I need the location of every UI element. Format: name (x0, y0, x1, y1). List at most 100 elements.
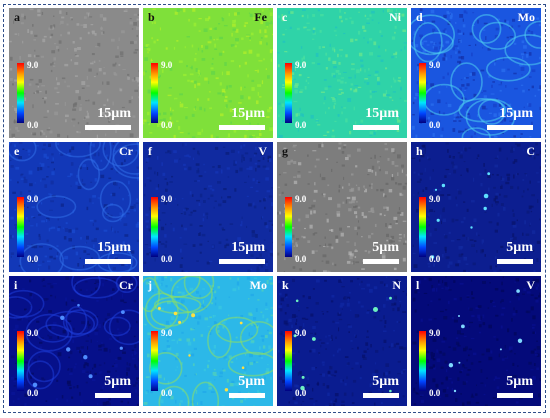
scale-bar (497, 259, 533, 264)
scale-bar (85, 259, 131, 264)
colorbar-max-label: 9.0 (429, 60, 441, 70)
panel-d: d Mo 9.0 0.0 15µm (411, 8, 541, 138)
micrograph-image (411, 8, 541, 138)
element-label: V (258, 144, 267, 158)
colorbar-min-label: 0.0 (429, 254, 441, 264)
panel-h: h C 9.0 0.0 5µm (411, 142, 541, 272)
micrograph-image (9, 276, 139, 406)
scale-bar-label: 5µm (506, 240, 533, 255)
panel-l: l V 9.0 0.0 5µm (411, 276, 541, 406)
scale-bar (363, 393, 399, 398)
scale-bar (353, 125, 399, 130)
scale-bar (363, 259, 399, 264)
colorbar-min-label: 0.0 (27, 388, 39, 398)
scale-bar (219, 125, 265, 130)
scale-bar-label: 15µm (231, 106, 265, 121)
colorbar-min-label: 0.0 (27, 120, 39, 130)
element-label: Mo (249, 278, 267, 292)
panel-letter: i (14, 278, 18, 292)
panel-k: k N 9.0 0.0 5µm (277, 276, 407, 406)
colorbar (419, 63, 426, 123)
colorbar-min-label: 0.0 (161, 120, 173, 130)
colorbar-max-label: 9.0 (295, 328, 307, 338)
panel-letter: d (416, 10, 423, 24)
scale-bar-label: 5µm (372, 374, 399, 389)
colorbar-min-label: 0.0 (27, 254, 39, 264)
scale-bar (229, 393, 265, 398)
panel-c: c Ni 9.0 0.0 15µm (277, 8, 407, 138)
colorbar-min-label: 0.0 (295, 120, 307, 130)
scale-bar-label: 15µm (499, 106, 533, 121)
panel-letter: g (282, 144, 288, 158)
element-label: Cr (119, 278, 133, 292)
panel-i: i Cr 9.0 0.0 5µm (9, 276, 139, 406)
element-label: N (392, 278, 401, 292)
scale-bar (219, 259, 265, 264)
element-label: Ni (389, 10, 401, 24)
colorbar-min-label: 0.0 (161, 254, 173, 264)
element-label: V (526, 278, 535, 292)
colorbar (151, 331, 158, 391)
panel-letter: h (416, 144, 423, 158)
micrograph-image (9, 142, 139, 272)
scale-bar-label: 5µm (506, 374, 533, 389)
panel-b: b Fe 9.0 0.0 15µm (143, 8, 273, 138)
colorbar-min-label: 0.0 (161, 388, 173, 398)
colorbar-min-label: 0.0 (295, 254, 307, 264)
colorbar (151, 63, 158, 123)
micrograph-image (277, 8, 407, 138)
colorbar (17, 63, 24, 123)
colorbar (285, 331, 292, 391)
colorbar (285, 197, 292, 257)
micrograph-image (143, 276, 273, 406)
colorbar-min-label: 0.0 (429, 120, 441, 130)
colorbar-min-label: 0.0 (295, 388, 307, 398)
colorbar-max-label: 9.0 (27, 328, 39, 338)
element-label: Cr (119, 144, 133, 158)
colorbar-max-label: 9.0 (429, 328, 441, 338)
colorbar (419, 197, 426, 257)
scale-bar (497, 393, 533, 398)
scale-bar-label: 5µm (238, 374, 265, 389)
scale-bar-label: 15µm (365, 106, 399, 121)
colorbar-max-label: 9.0 (295, 194, 307, 204)
micrograph-image (411, 276, 541, 406)
scale-bar-label: 5µm (372, 240, 399, 255)
panel-letter: f (148, 144, 152, 158)
panel-letter: j (148, 278, 152, 292)
element-label: Mo (517, 10, 535, 24)
micrograph-image (277, 276, 407, 406)
colorbar-max-label: 9.0 (161, 194, 173, 204)
colorbar-max-label: 9.0 (27, 194, 39, 204)
colorbar (17, 197, 24, 257)
colorbar-max-label: 9.0 (27, 60, 39, 70)
scale-bar-label: 5µm (104, 374, 131, 389)
panel-j: j Mo 9.0 0.0 5µm (143, 276, 273, 406)
micrograph-image (143, 8, 273, 138)
micrograph-image (143, 142, 273, 272)
panel-a: a 9.0 0.0 15µm (9, 8, 139, 138)
scale-bar-label: 15µm (231, 240, 265, 255)
colorbar-max-label: 9.0 (161, 328, 173, 338)
panel-letter: k (282, 278, 289, 292)
scale-bar (85, 125, 131, 130)
panel-letter: l (416, 278, 420, 292)
element-label: Fe (254, 10, 267, 24)
scale-bar-label: 15µm (97, 240, 131, 255)
colorbar (151, 197, 158, 257)
scale-bar-label: 15µm (97, 106, 131, 121)
colorbar-min-label: 0.0 (429, 388, 441, 398)
panel-letter: a (14, 10, 20, 24)
element-label: C (526, 144, 535, 158)
colorbar (285, 63, 292, 123)
panel-g: g 9.0 0.0 5µm (277, 142, 407, 272)
colorbar-max-label: 9.0 (295, 60, 307, 70)
colorbar-max-label: 9.0 (161, 60, 173, 70)
scale-bar (95, 393, 131, 398)
colorbar (419, 331, 426, 391)
panel-e: e Cr 9.0 0.0 15µm (9, 142, 139, 272)
panel-letter: b (148, 10, 155, 24)
colorbar (17, 331, 24, 391)
panel-f: f V 9.0 0.0 15µm (143, 142, 273, 272)
micrograph-image (411, 142, 541, 272)
